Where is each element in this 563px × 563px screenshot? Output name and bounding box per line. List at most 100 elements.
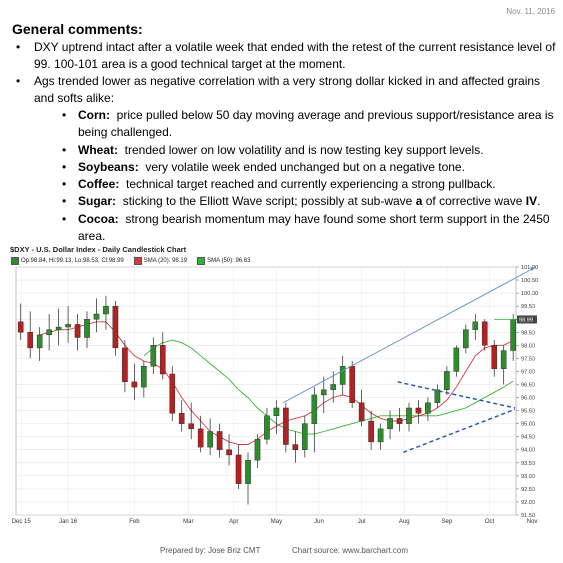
candle-body [444,371,450,390]
chart-source: Chart source: www.barchart.com [292,546,409,555]
x-tick-label: Oct [485,519,495,525]
candle-body [491,345,498,370]
candle-body [131,381,138,388]
candle-body [169,373,176,414]
legend-label: Op:98.84, Hi:99.13, Lo:98.53, Cl:98.99 [21,258,124,264]
y-tick-label: 98.00 [521,343,535,349]
comment-list: DXY uptrend intact after a volatile week… [16,39,556,245]
chart-title: $DXY - U.S. Dollar Index - Daily Candles… [10,245,187,254]
legend-swatch [197,257,206,265]
candle-body [93,313,100,320]
last-price-tag [517,315,537,324]
last-price-label: 98.99 [519,317,533,323]
y-tick-label: 97.00 [521,369,535,375]
item-label: Coffee: [78,177,120,192]
candle-body [207,431,213,448]
legend-item: Op:98.84, Hi:99.13, Lo:98.53, Cl:98.99 [11,257,124,265]
y-tick-label: 92.00 [521,500,535,506]
legend-item: SMA (20): 98.19 [133,257,188,265]
candle-body [141,365,147,388]
y-tick-label: 97.50 [521,356,535,362]
candle-body [463,329,469,349]
x-tick-label: Jul [358,519,366,525]
prepared-by: Prepared by: Jose Briz CMT [160,546,261,555]
x-tick-label: Aug [399,519,410,525]
item-text: price pulled below 50 day moving average… [78,108,554,140]
list-item: Soybeans: very volatile week ended uncha… [58,159,556,177]
candle-body [349,365,355,403]
candle-body [425,402,431,414]
candle-body [65,324,71,328]
candle-body [46,329,52,336]
item-text: sticking to the Elliott Wave script; pos… [122,194,413,209]
chart-legend: Op:98.84, Hi:99.13, Lo:98.53, Cl:98.99 S… [11,256,260,266]
item-text: strong bearish momentum may have found s… [78,211,550,244]
item-label: Wheat: [78,142,118,157]
candle-body [264,415,270,440]
candle-body [112,305,119,349]
chart-canvas: 101.00100.50100.0099.5099.0098.5098.0097… [12,265,538,525]
candle-body [472,321,479,330]
x-tick-label: May [271,519,282,525]
candle-body [273,407,280,416]
section-heading: General comments: [12,21,143,37]
x-tick-label: Nov [527,519,538,525]
candle-body [358,402,365,422]
x-tick-label: Jun [314,519,324,525]
y-tick-label: 95.00 [521,422,535,428]
bullet-text: DXY uptrend intact after a volatile week… [34,40,556,71]
candle-body [216,431,223,450]
candle-body [481,321,488,346]
candle-body [396,418,403,424]
x-tick-label: Mar [183,519,193,525]
sub-list: Corn: price pulled below 50 day moving a… [34,107,556,245]
y-tick-label: 95.50 [521,409,535,415]
candle-body [453,347,460,372]
candle-body [311,394,318,424]
report-date: Nov. 11, 2016 [506,7,555,16]
item-text: technical target reached and currently e… [126,177,496,192]
candle-body [17,321,24,333]
y-tick-label: 99.50 [521,304,535,310]
uptrend-line [282,266,537,404]
legend-label: SMA (50): 96.63 [207,258,251,264]
x-tick-label: Sep [442,519,453,525]
candle-body [103,305,109,315]
list-item: Ags trended lower as negative correlatio… [16,73,556,245]
candle-body [150,345,157,367]
item-label: Corn: [78,108,110,122]
candle-body [254,439,261,461]
candle-body [377,428,384,443]
candle-body [159,345,166,375]
candle-body [245,459,251,484]
y-tick-label: 96.00 [521,396,535,402]
x-tick-label: Apr [229,519,238,525]
plot-area [15,266,517,516]
candle-body [330,384,337,390]
candle-body [235,454,242,484]
list-item: Cocoa: strong bearish momentum may have … [58,211,556,246]
legend-swatch [11,257,19,265]
bullet-text: Ags trended lower as negative correlatio… [34,74,541,105]
candle-body [197,428,204,448]
list-item: Sugar: sticking to the Elliott Wave scri… [58,193,556,211]
legend-label: SMA (20): 98.19 [143,258,188,264]
y-tick-label: 94.50 [521,435,535,441]
y-tick-label: 93.00 [521,474,535,480]
candle-body [320,389,327,396]
list-item: DXY uptrend intact after a volatile week… [16,39,556,73]
y-tick-label: 92.50 [521,487,535,493]
triangle-upper-line [397,381,516,409]
x-tick-label: Jan 16 [59,519,78,525]
candle-body [226,449,232,456]
item-emphasis: a [415,194,423,209]
y-tick-label: 91.50 [521,513,535,519]
list-item: Wheat: trended lower on low volatility a… [58,142,556,160]
dxy-chart: 101.00100.50100.0099.5099.0098.5098.0097… [10,245,553,527]
candle-body [500,350,507,370]
y-tick-label: 96.50 [521,382,535,388]
candle-body [302,423,308,450]
y-tick-label: 98.50 [521,330,535,336]
candle-body [292,444,299,450]
y-tick-label: 101.00 [521,265,538,271]
